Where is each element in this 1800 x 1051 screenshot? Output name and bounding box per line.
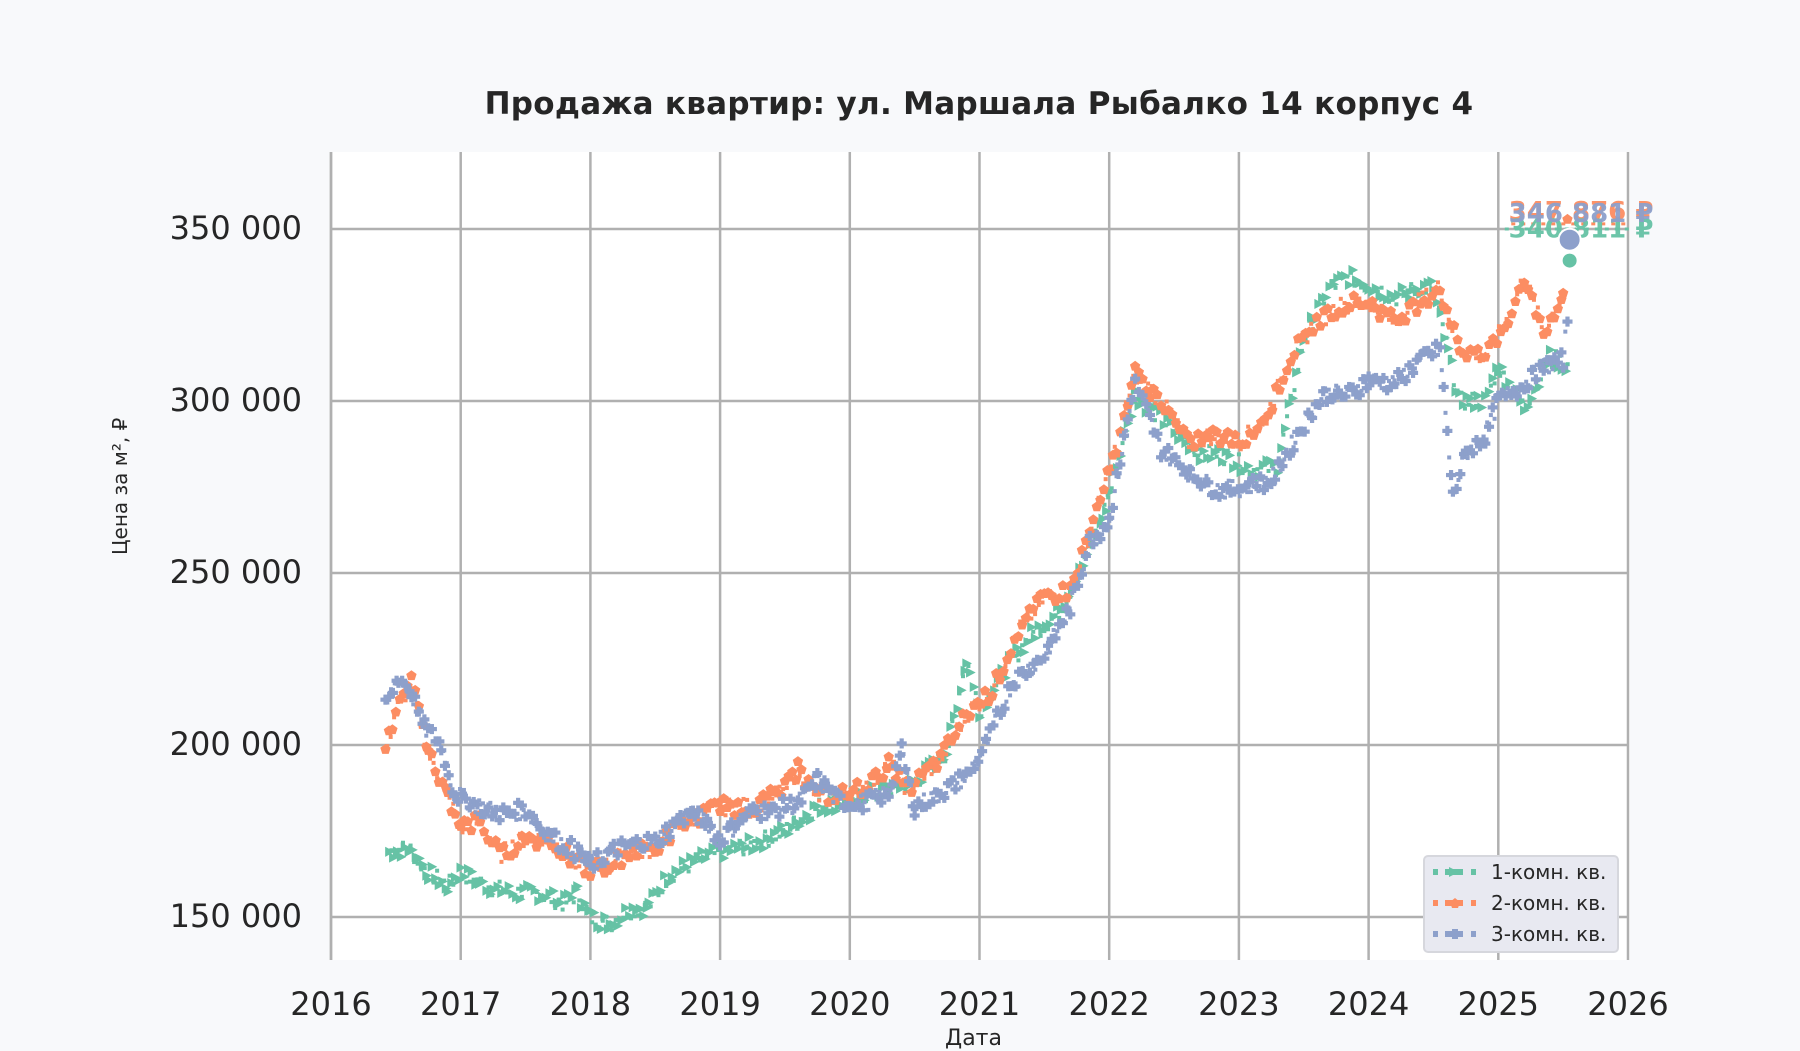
y-tick-label: 350 000 [169, 209, 302, 247]
chart-title: Продажа квартир: ул. Маршала Рыбалко 14 … [484, 86, 1474, 122]
x-tick-label: 2018 [549, 985, 632, 1023]
x-tick-label: 2019 [679, 985, 761, 1023]
pentagon-marker-icon [1433, 898, 1476, 908]
x-tick-label: 2023 [1198, 985, 1280, 1023]
legend: 1-комн. кв. 2-комн. кв. 3-комн. кв. [1423, 855, 1619, 953]
y-tick-label: 300 000 [169, 381, 302, 419]
triangle-marker-icon [1433, 867, 1476, 877]
x-tick-label: 2020 [809, 985, 891, 1023]
x-axis-label: Дата [945, 1026, 1002, 1051]
x-tick-label: 2021 [938, 985, 1021, 1023]
x-tick-label: 2025 [1457, 985, 1540, 1023]
y-axis-label: Цена за м², ₽ [108, 417, 132, 555]
end-marker-dot [1560, 251, 1579, 270]
end-marker-dot [1557, 227, 1582, 252]
x-tick-label: 2026 [1587, 985, 1669, 1023]
end-value-label: 347 876 ₽ [1509, 197, 1654, 227]
x-tick-label: 2022 [1068, 985, 1150, 1023]
legend-label: 3-комн. кв. [1491, 922, 1607, 946]
legend-label: 2-комн. кв. [1491, 891, 1607, 915]
y-tick-label: 250 000 [169, 553, 302, 591]
x-tick-label: 2024 [1327, 985, 1410, 1023]
end-value-label: 346 881 ₽ [1509, 199, 1654, 229]
legend-label: 1-комн. кв. [1491, 860, 1607, 884]
plus-marker-icon [1433, 929, 1476, 939]
y-tick-label: 200 000 [169, 725, 302, 763]
y-tick-label: 150 000 [169, 897, 302, 935]
x-tick-label: 2016 [290, 985, 372, 1023]
x-tick-label: 2017 [419, 985, 502, 1023]
series-3 [380, 316, 1573, 874]
